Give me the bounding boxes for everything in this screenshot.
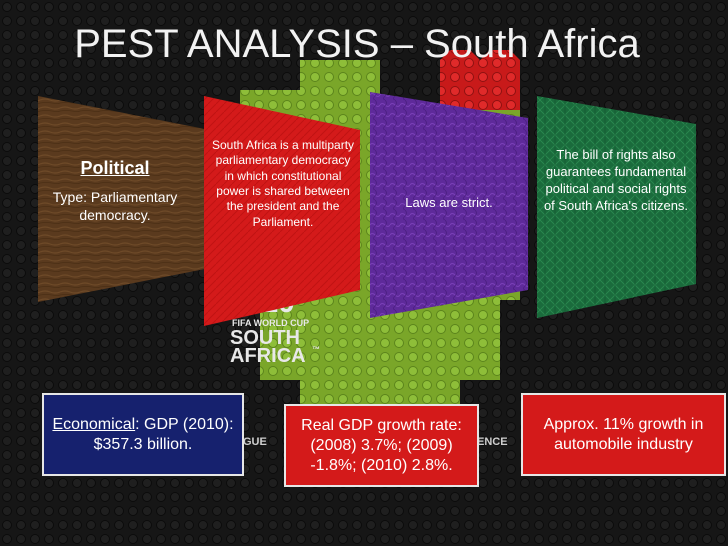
box-economical: Economical: GDP (2010): $357.3 billion. — [42, 393, 244, 476]
panel-political: Political Type: Parliamentary democracy. — [52, 158, 178, 225]
box-gdp-growth: Real GDP growth rate: (2008) 3.7%; (2009… — [284, 404, 479, 487]
panel-political-shape — [38, 96, 210, 302]
automobile-text: Approx. 11% growth in automobile industr… — [543, 415, 704, 453]
economical-content: Economical: GDP (2010): $357.3 billion. — [48, 415, 238, 455]
logo-line1: FIFA WORLD CUP — [232, 318, 309, 328]
rights-body: The bill of rights also guarantees funda… — [543, 147, 689, 213]
panel-rights-shape — [537, 96, 696, 318]
bg-fragment-right: ENCE — [477, 436, 508, 448]
political-heading: Political — [80, 158, 150, 178]
panel-laws-shape — [370, 92, 528, 318]
political-body: Type: Parliamentary democracy. — [52, 188, 178, 224]
panel-rights: The bill of rights also guarantees funda… — [543, 147, 689, 215]
logo-line2: SOUTH — [230, 327, 300, 349]
logo-tm: ™ — [312, 345, 320, 354]
bg-fragment-left: GUE — [243, 436, 267, 448]
gdp-growth-text: Real GDP growth rate: (2008) 3.7%; (2009… — [301, 416, 462, 474]
logo-line3: AFRICA — [230, 345, 306, 367]
laws-body: Laws are strict. — [405, 195, 493, 210]
box-automobile: Approx. 11% growth in automobile industr… — [521, 393, 726, 476]
panel-constitution: South Africa is a multiparty parliamenta… — [210, 138, 356, 230]
panel-constitution-shape — [204, 96, 360, 326]
economical-label: Economical — [52, 415, 136, 433]
panel-laws: Laws are strict. — [384, 195, 514, 211]
slide-title-text: PEST ANALYSIS – South Africa — [74, 22, 640, 66]
constitution-body: South Africa is a multiparty parliamenta… — [211, 138, 355, 229]
slide-title: PEST ANALYSIS – South Africa — [0, 22, 728, 67]
economical-text: : GDP (2010): $357.3 billion. — [93, 415, 234, 453]
